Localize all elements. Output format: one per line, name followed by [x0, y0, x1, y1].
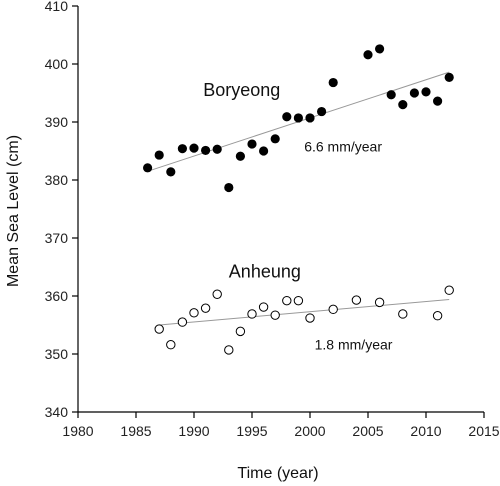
x-tick-label: 2015: [468, 423, 499, 439]
y-tick-label: 380: [45, 172, 69, 188]
data-point-boryeong: [189, 143, 199, 153]
data-point-boryeong: [363, 50, 373, 60]
data-point-boryeong: [282, 112, 292, 122]
y-tick-label: 360: [45, 288, 69, 304]
data-point-anheung: [305, 313, 315, 323]
x-tick-label: 2000: [294, 423, 325, 439]
y-tick-label: 370: [45, 230, 69, 246]
data-point-anheung: [224, 345, 234, 355]
data-point-boryeong: [154, 150, 164, 160]
data-point-boryeong: [409, 88, 419, 98]
data-point-boryeong: [328, 77, 338, 88]
y-tick-label: 410: [45, 0, 69, 14]
annotation-label: 1.8 mm/year: [315, 336, 393, 352]
y-tick-label: 400: [45, 56, 69, 72]
data-point-anheung: [166, 340, 176, 350]
data-point-boryeong: [143, 163, 153, 173]
data-point-boryeong: [177, 144, 187, 154]
data-point-anheung: [444, 285, 454, 295]
data-point-boryeong: [224, 182, 234, 193]
data-point-anheung: [212, 289, 222, 299]
data-point-boryeong: [374, 44, 385, 54]
data-point-anheung: [189, 308, 199, 318]
y-tick-label: 350: [45, 346, 69, 362]
data-point-anheung: [270, 310, 280, 320]
data-point-boryeong: [212, 144, 222, 154]
data-point-anheung: [282, 295, 292, 306]
x-tick-label: 1985: [120, 423, 151, 439]
y-axis-title: Mean Sea Level (cm): [5, 135, 22, 287]
data-point-anheung: [351, 295, 362, 305]
axes: [72, 5, 485, 418]
x-tick-label: 2005: [352, 423, 383, 439]
data-point-boryeong: [386, 90, 396, 100]
data-point-boryeong: [270, 134, 280, 144]
data-point-anheung: [328, 304, 338, 315]
x-tick-label: 1980: [62, 423, 93, 439]
x-tick-label: 1990: [178, 423, 209, 439]
data-point-anheung: [432, 311, 443, 321]
data-point-boryeong: [258, 146, 269, 156]
data-point-anheung: [258, 302, 269, 312]
data-point-boryeong: [305, 113, 315, 123]
tick-labels: 340 350 360 370 380 390 400 410 1980 1985 1990 1995…: [45, 0, 500, 439]
data-point-boryeong: [421, 87, 431, 97]
data-point-anheung: [247, 309, 257, 319]
annotation-label: Anheung: [229, 261, 301, 281]
annotation-label: 6.6 mm/year: [304, 139, 382, 155]
x-axis-title: Time (year): [237, 465, 318, 482]
x-tick-label: 2010: [410, 423, 441, 439]
data-point-boryeong: [444, 72, 454, 82]
data-point-anheung: [293, 295, 304, 306]
data-point-anheung: [177, 317, 188, 327]
data-point-anheung: [235, 326, 246, 337]
data-point-boryeong: [293, 113, 303, 123]
data-point-boryeong: [201, 145, 211, 156]
data-point-boryeong: [166, 167, 176, 177]
annotation-label: Boryeong: [203, 80, 280, 100]
y-tick-label: 390: [45, 114, 69, 130]
trend-line-anheung: [159, 298, 450, 326]
data-point-boryeong: [432, 96, 443, 106]
data-point-boryeong: [247, 139, 257, 149]
trend-lines: [147, 71, 450, 326]
data-point-anheung: [374, 297, 385, 308]
data-point-boryeong: [316, 106, 327, 117]
annotations: Boryeong 6.6 mm/year Anheung 1.8 mm/year: [203, 80, 392, 352]
data-point-anheung: [398, 309, 408, 319]
data-point-boryeong: [398, 100, 408, 110]
x-tick-label: 1995: [236, 423, 267, 439]
data-point-anheung: [200, 303, 211, 313]
data-point-boryeong: [235, 151, 245, 161]
data-points: [143, 44, 454, 355]
data-point-anheung: [154, 324, 164, 334]
y-tick-label: 340: [45, 404, 69, 420]
